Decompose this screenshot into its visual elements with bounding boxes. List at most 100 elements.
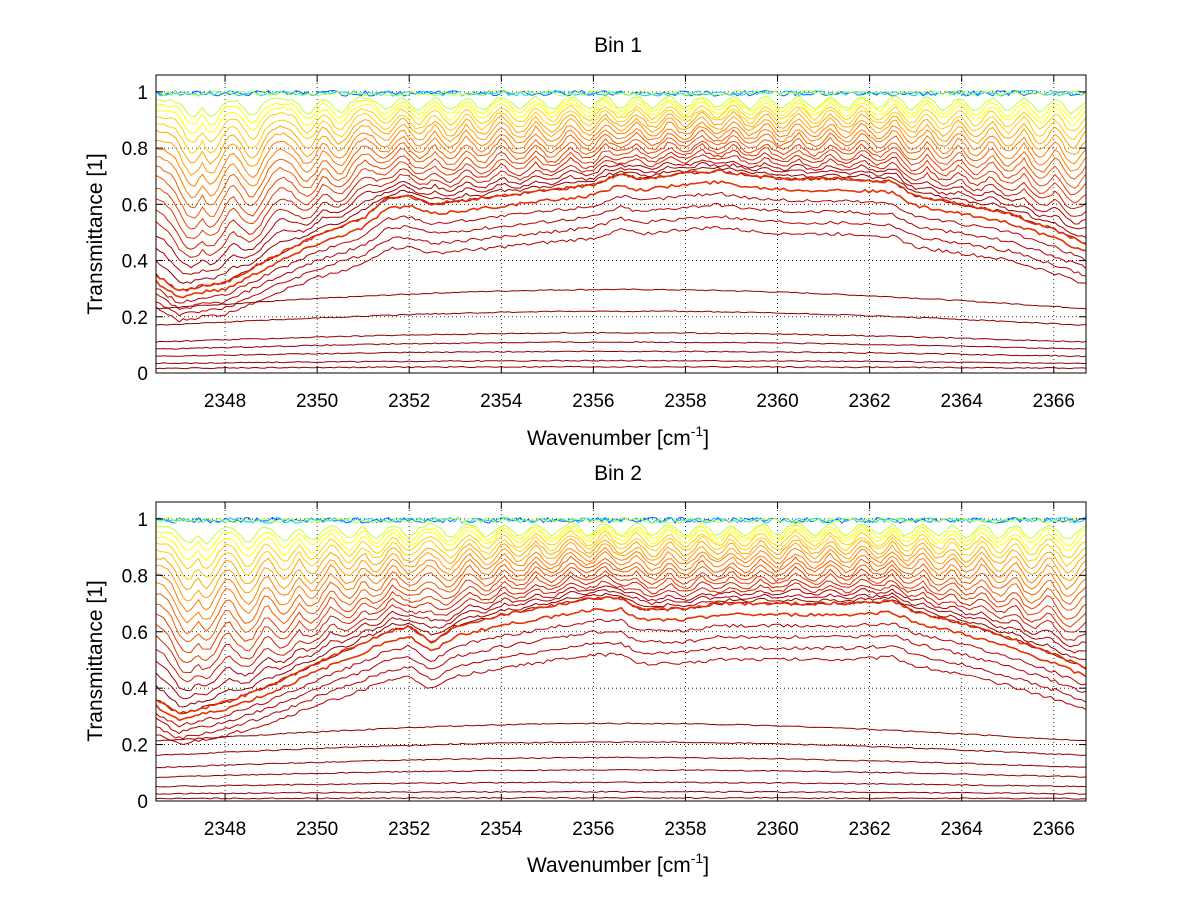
x-tick-label: 2350 — [296, 819, 338, 840]
spectrum-line — [155, 529, 1087, 570]
spectrum-line — [155, 570, 1087, 664]
spectrum-line — [155, 516, 1087, 524]
spectrum-line — [156, 95, 1087, 118]
spectrum-line — [155, 722, 1087, 742]
x-tick-label: 2348 — [204, 819, 246, 840]
spectrum-line — [155, 533, 1087, 580]
x-tick-label: 2356 — [572, 391, 614, 412]
spectrum-line — [155, 202, 1087, 310]
spectrum-line — [155, 541, 1087, 602]
spectrum-line — [155, 168, 1087, 292]
spectrum-line — [155, 100, 1087, 134]
spectrum-line — [155, 630, 1087, 735]
spectrum-line — [155, 166, 1087, 284]
spectrum-line — [155, 134, 1087, 219]
spectrum-line — [155, 225, 1087, 323]
spectrum-line — [155, 527, 1087, 562]
spectrum-line — [155, 641, 1087, 740]
y-tick-label: 1 — [137, 83, 148, 104]
x-tick-label: 2366 — [1033, 819, 1075, 840]
spectrum-line — [155, 148, 1087, 250]
spectrum-line — [155, 89, 1087, 97]
x-tick-label: 2366 — [1033, 391, 1075, 412]
plot-background — [156, 75, 1086, 373]
spectrum-line — [155, 618, 1087, 728]
spectrum-line — [155, 115, 1087, 176]
spectrum-line — [155, 555, 1087, 635]
spectrum-line — [155, 796, 1087, 800]
axes-frame — [155, 74, 1087, 374]
spectrum-line — [155, 538, 1087, 591]
x-tick-label: 2350 — [296, 391, 338, 412]
spectrum-line — [155, 768, 1087, 779]
x-tick-label: 2354 — [480, 819, 523, 840]
y-tick-label: 1 — [137, 510, 148, 531]
spectrum-line — [155, 756, 1087, 769]
subplot-bin-2: Bin 2 2348 2350 2352 2354 2356 2358 2360 2362 23… — [84, 462, 1087, 877]
x-tick-label: 2356 — [572, 819, 614, 840]
spectrum-line — [155, 566, 1087, 654]
chart-title: Bin 2 — [594, 462, 642, 485]
spectrum-line — [155, 790, 1087, 795]
spectrum-line — [155, 310, 1086, 326]
spectrum-line — [155, 585, 1087, 692]
subplot-bin-1: Bin 1 2348 2350 2352 2354 2356 2358 2360 2362 23… — [84, 34, 1087, 450]
x-axis-label-superscript: -1 — [691, 423, 704, 439]
x-axis-label: Wavenumber [cm-1] — [527, 850, 709, 877]
spectrum-line — [155, 121, 1087, 187]
spectrum-line — [155, 574, 1087, 674]
x-tick-label: 2352 — [388, 819, 430, 840]
x-axis-label: Wavenumber [cm-1] — [527, 423, 709, 450]
spectrum-line — [155, 580, 1087, 683]
spectrum-line — [155, 606, 1087, 722]
y-tick-label: 0.8 — [122, 566, 148, 587]
spectrum-line — [155, 524, 1087, 551]
spectrum-line — [155, 140, 1087, 230]
spectrum-line — [155, 159, 1087, 269]
y-tick-label: 0 — [137, 792, 148, 813]
spectrum-line — [155, 97, 1087, 126]
spectrum-line — [155, 589, 1087, 700]
spectrum-line — [155, 161, 1087, 275]
x-tick-label: 2360 — [756, 819, 798, 840]
spectrum-line — [155, 741, 1087, 756]
spectrum-line — [155, 179, 1087, 299]
spectrum-line — [155, 129, 1087, 209]
y-axis-label: Transmittance [1] — [84, 580, 107, 741]
spectrum-line — [156, 340, 1087, 350]
x-tick-label: 2354 — [480, 391, 523, 412]
y-tick-label: 0 — [137, 364, 148, 385]
x-tick-label: 2358 — [664, 819, 706, 840]
y-axis-label: Transmittance [1] — [84, 153, 107, 314]
spectrum-line — [155, 359, 1087, 365]
x-tick-label: 2362 — [848, 819, 890, 840]
spectrum-line — [155, 550, 1087, 624]
x-tick-label: 2348 — [204, 391, 246, 412]
spectrum-line — [155, 331, 1087, 343]
axes-frame — [155, 501, 1087, 802]
x-tick-label: 2360 — [756, 391, 798, 412]
y-tick-label: 0.8 — [122, 139, 148, 160]
chart-title: Bin 1 — [594, 34, 642, 57]
spectrum-line — [155, 104, 1087, 143]
spectrum-line — [156, 546, 1087, 613]
spectrum-line — [155, 126, 1087, 199]
plot-area: 2348 2350 2352 2354 2356 2358 2360 2362 2364 2366… — [122, 74, 1087, 412]
spectrum-line — [155, 110, 1087, 165]
spectrum-line — [155, 215, 1087, 317]
spectrum-line — [155, 288, 1087, 310]
y-tick-label: 0.6 — [122, 195, 148, 216]
spectrum-line — [155, 561, 1087, 643]
y-tick-label: 0.2 — [122, 308, 148, 329]
spectrum-line — [155, 365, 1087, 370]
y-tick-label: 0.4 — [122, 252, 149, 273]
spectrum-line — [155, 781, 1087, 788]
x-tick-label: 2352 — [388, 391, 430, 412]
spectrum-line — [155, 154, 1087, 258]
x-tick-label: 2362 — [848, 391, 890, 412]
spectrum-line — [155, 652, 1087, 746]
y-tick-label: 0.6 — [122, 623, 148, 644]
series-group — [155, 89, 1087, 370]
y-tick-label: 0.2 — [122, 736, 148, 757]
